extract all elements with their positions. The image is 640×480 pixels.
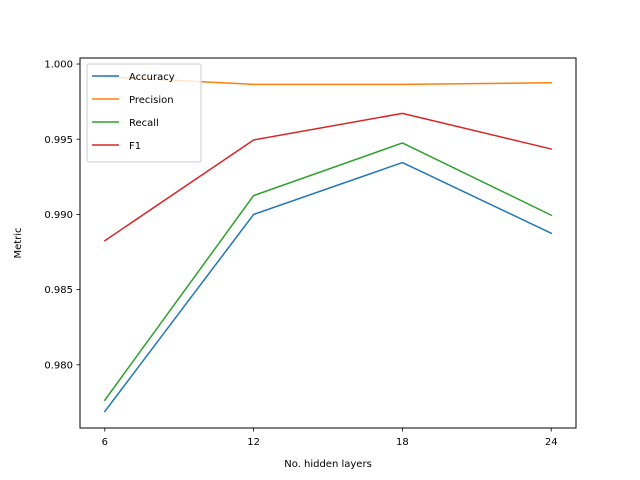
y-tick-label: 0.980 — [44, 360, 73, 371]
x-tick-label: 24 — [545, 437, 558, 448]
y-tick-label: 1.000 — [44, 60, 73, 71]
y-tick-label: 0.985 — [44, 285, 73, 296]
y-axis: 0.980 0.985 0.990 0.995 1.000 — [44, 60, 80, 371]
legend-label-recall: Recall — [129, 118, 159, 129]
x-tick-label: 12 — [247, 437, 260, 448]
legend: Accuracy Precision Recall F1 — [86, 63, 202, 163]
plot-frame — [79, 57, 577, 429]
legend-label-precision: Precision — [129, 95, 174, 106]
y-tick-label: 0.990 — [44, 210, 73, 221]
legend-label-f1: F1 — [129, 141, 141, 152]
x-tick-label: 6 — [102, 437, 108, 448]
series-line-recall — [103, 142, 553, 402]
x-axis: 6 12 18 24 — [102, 428, 558, 448]
series-line-accuracy — [103, 161, 553, 413]
legend-label-accuracy: Accuracy — [129, 72, 175, 83]
series-line-f1 — [103, 112, 553, 242]
y-tick-label: 0.995 — [44, 135, 73, 146]
x-tick-label: 18 — [396, 437, 409, 448]
legend-box — [86, 63, 202, 163]
y-axis-label: Metric — [13, 227, 24, 258]
x-axis-label: No. hidden layers — [284, 459, 372, 470]
